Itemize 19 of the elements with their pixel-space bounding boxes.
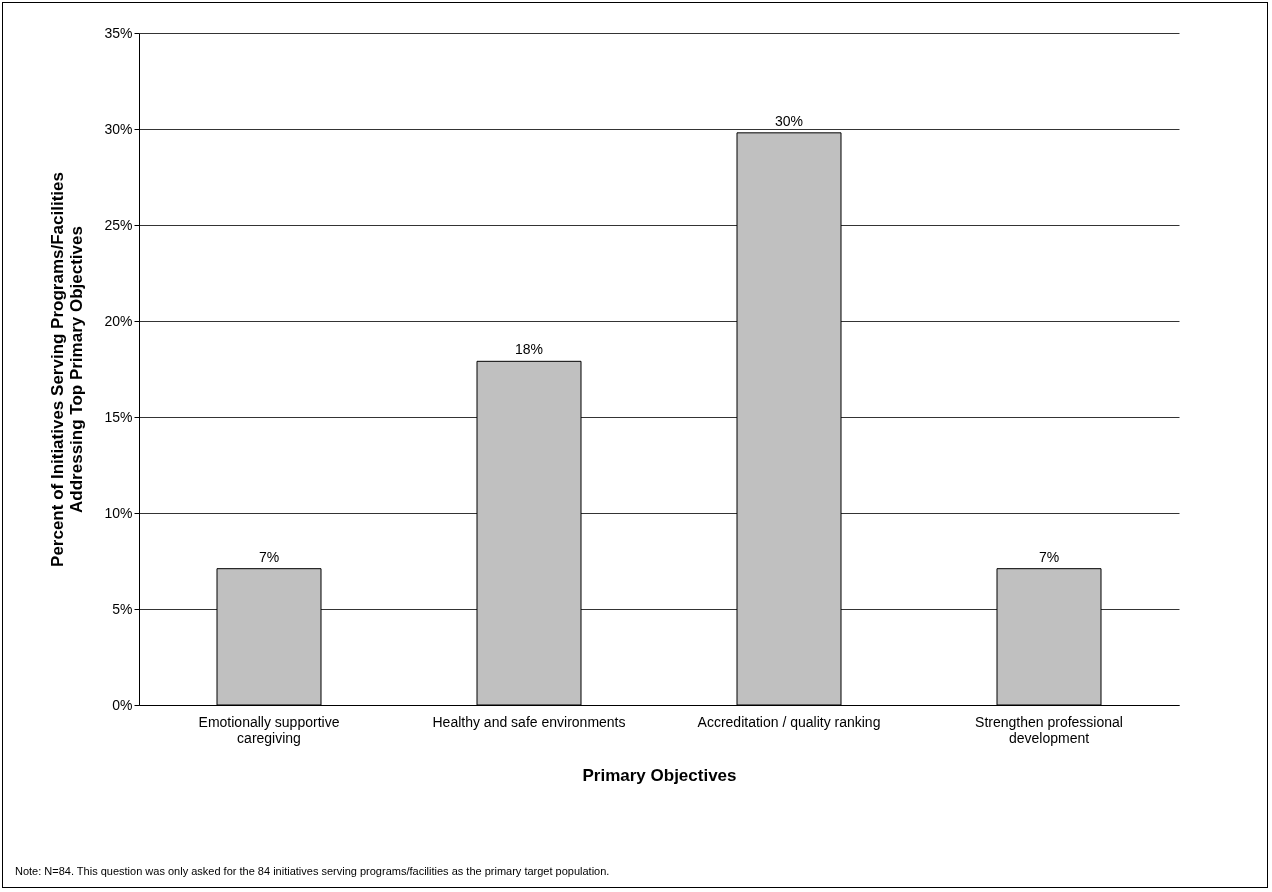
- y-axis-title: Percent of Initiatives Serving Programs/Facilities Addressing Top Primary Objectives: [48, 172, 87, 567]
- x-tick-label: Emotionally supportive caregiving: [198, 713, 340, 746]
- x-tick-label: Healthy and safe environments: [432, 713, 626, 730]
- x-tick-label: Accreditation / quality ranking: [697, 713, 881, 730]
- data-label: 30%: [774, 112, 804, 129]
- y-tick-label: 15%: [104, 408, 133, 425]
- y-tick-label: 5%: [112, 600, 133, 617]
- y-tick-label: 20%: [104, 312, 133, 329]
- y-tick-label: 30%: [104, 120, 133, 137]
- data-label: 18%: [514, 341, 544, 358]
- y-tick-label: 35%: [104, 24, 133, 41]
- y-tick-label: 0%: [112, 696, 133, 713]
- data-label: 7%: [1038, 548, 1060, 565]
- x-axis-title: Primary Objectives: [582, 765, 737, 785]
- text: Note: N=84. This question was only asked for the 84 initiatives serving programs/facilities as the primary target population.: [15, 865, 610, 877]
- y-tick-label: 10%: [104, 504, 133, 521]
- y-tick-label: 25%: [104, 216, 133, 233]
- x-tick-label: Strengthen professional development: [975, 713, 1123, 746]
- data-label: 7%: [258, 548, 280, 565]
